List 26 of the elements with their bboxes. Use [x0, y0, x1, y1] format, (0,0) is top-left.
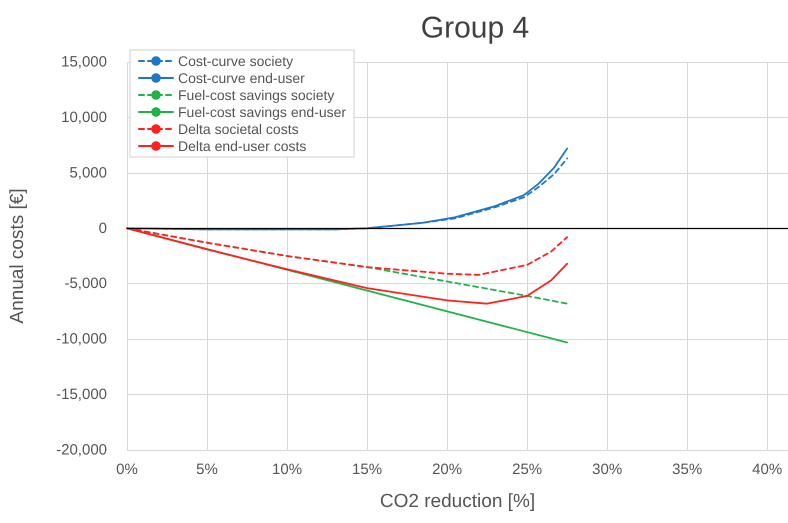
- y-tick-label: -10,000: [56, 330, 107, 348]
- y-tick-label: -20,000: [56, 442, 107, 458]
- legend-label: Delta societal costs: [178, 121, 299, 137]
- x-tick-label: 25%: [512, 461, 542, 478]
- x-tick-label: 40%: [752, 461, 782, 478]
- x-tick-label: 35%: [672, 461, 702, 478]
- y-tick-label: -15,000: [56, 386, 107, 404]
- x-axis-title: CO2 reduction [%]: [380, 491, 536, 512]
- x-tick-label: 0%: [116, 461, 138, 478]
- chart-title: Group 4: [420, 12, 530, 44]
- x-tick-label: 20%: [432, 461, 462, 478]
- y-tick-label: 0: [98, 220, 107, 237]
- x-tick-label: 15%: [352, 461, 382, 478]
- y-tick-label: -5,000: [64, 275, 107, 292]
- y-tick-label: 15,000: [61, 54, 107, 70]
- y-tick-label: 10,000: [61, 108, 107, 126]
- x-tick-label: 30%: [592, 461, 622, 478]
- legend-label: Fuel-cost savings end-user: [178, 104, 346, 120]
- x-tick-label: 10%: [272, 461, 302, 478]
- legend-label: Cost-curve society: [178, 53, 294, 69]
- x-tick-label: 5%: [196, 461, 218, 478]
- legend-label: Fuel-cost savings society: [178, 87, 334, 103]
- y-axis-title: Annual costs [€]: [7, 188, 28, 324]
- y-tick-label: 5,000: [69, 164, 107, 182]
- legend-label: Cost-curve end-user: [178, 70, 306, 86]
- legend-label: Delta end-user costs: [178, 138, 306, 154]
